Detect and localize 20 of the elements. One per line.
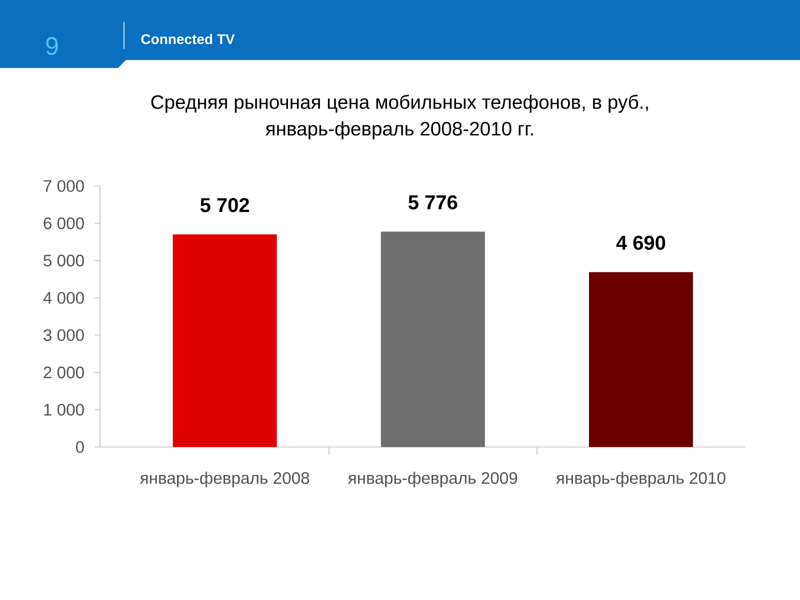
data-label: 5 702 bbox=[200, 198, 250, 212]
y-tick-label: 6 000 bbox=[44, 217, 84, 230]
chart-title: Средняя рыночная цена мобильных телефонов, в руб., январь-февраль 2008-2010 гг. bbox=[151, 94, 648, 140]
data-label: 5 776 bbox=[408, 195, 458, 210]
x-tick-label: январь-февраль 2009 bbox=[348, 472, 518, 488]
x-tick-label: январь-февраль 2008 bbox=[140, 472, 310, 488]
y-tick-label: 1 000 bbox=[44, 404, 84, 416]
bar bbox=[588, 272, 693, 447]
text: 9 bbox=[46, 37, 58, 55]
y-tick-label: 5 000 bbox=[44, 254, 84, 266]
bar bbox=[380, 232, 485, 447]
x-tick-label: январь-февраль 2010 bbox=[556, 472, 726, 488]
data-label: 4 690 bbox=[616, 236, 666, 250]
y-tick-label: 4 000 bbox=[43, 292, 84, 304]
text: Connected TV bbox=[141, 34, 235, 44]
y-tick-label: 0 bbox=[76, 441, 84, 453]
y-tick-label: 3 000 bbox=[44, 329, 84, 342]
y-tick-label: 7 000 bbox=[44, 180, 84, 192]
bar bbox=[172, 234, 277, 447]
y-tick-label: 2 000 bbox=[44, 366, 84, 378]
